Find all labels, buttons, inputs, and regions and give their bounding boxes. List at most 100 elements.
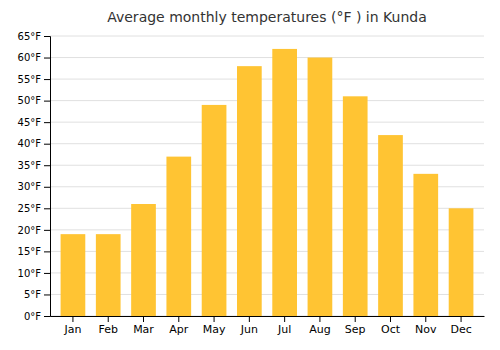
- y-tick-mark: [44, 294, 50, 295]
- y-tick-mark: [44, 208, 50, 209]
- y-tick-label: 35°F: [18, 160, 42, 171]
- x-tick: Jul: [277, 316, 291, 336]
- plot-area: [61, 49, 474, 316]
- x-tick: Oct: [381, 316, 401, 336]
- x-tick: Aug: [309, 316, 330, 336]
- x-tick-mark: [319, 316, 320, 322]
- bar: [449, 208, 474, 316]
- x-tick-label: Feb: [98, 323, 117, 336]
- y-axis-line: [44, 37, 51, 317]
- y-tick-mark: [44, 101, 50, 102]
- grid-line: [50, 100, 484, 101]
- y-tick-mark: [44, 144, 50, 145]
- x-tick: Apr: [169, 316, 189, 336]
- y-tick-label: 25°F: [18, 203, 42, 214]
- bar: [378, 135, 403, 316]
- x-tick: Jan: [63, 316, 81, 336]
- x-tick: Feb: [98, 316, 117, 336]
- x-tick-mark: [461, 316, 462, 322]
- grid-line: [50, 36, 484, 37]
- grid-line: [50, 143, 484, 144]
- y-tick-label: 55°F: [18, 74, 42, 85]
- y-tick-label: 50°F: [18, 95, 42, 106]
- y-tick-mark: [44, 58, 50, 59]
- x-tick-label: Jul: [277, 323, 291, 336]
- bar: [343, 96, 368, 316]
- x-tick-mark: [390, 316, 391, 322]
- x-axis: Jan Feb Mar Apr May Jun Jul Aug Sep Oct Nov Dec: [51, 316, 485, 336]
- y-tick: 30°F: [18, 181, 50, 192]
- bar: [61, 234, 86, 316]
- x-tick-mark: [72, 316, 73, 322]
- title: Average monthly temperatures (°F ) in Ku…: [107, 9, 427, 25]
- y-tick: 25°F: [18, 203, 50, 214]
- y-tick-label: 15°F: [18, 246, 42, 257]
- y-tick-mark: [44, 122, 50, 123]
- chart-svg: Jan Feb Mar Apr May Jun Jul Aug Sep Oct Nov Dec 0°F 5…: [0, 0, 500, 350]
- y-tick-label: 5°F: [24, 289, 41, 300]
- bar: [413, 174, 438, 316]
- x-tick: May: [203, 316, 226, 336]
- y-tick: 45°F: [18, 117, 50, 128]
- y-tick: 5°F: [24, 289, 50, 300]
- y-tick-mark: [44, 316, 50, 317]
- grid-line: [50, 79, 484, 80]
- y-tick: 35°F: [18, 160, 50, 171]
- x-tick-label: Jun: [240, 323, 258, 336]
- y-tick-mark: [44, 165, 50, 166]
- y-tick-label: 60°F: [18, 52, 42, 63]
- y-tick: 0°F: [24, 311, 50, 322]
- x-tick-label: Mar: [133, 323, 154, 336]
- bar: [166, 157, 191, 316]
- x-tick: Jun: [240, 316, 258, 336]
- y-tick-label: 20°F: [18, 225, 42, 236]
- y-tick-label: 65°F: [18, 31, 42, 42]
- x-axis-line: [51, 316, 485, 317]
- grid-line: [50, 165, 484, 166]
- grid: [50, 36, 484, 316]
- bar: [131, 204, 156, 316]
- y-tick: 60°F: [18, 52, 50, 63]
- y-tick-label: 30°F: [18, 181, 42, 192]
- bar: [237, 66, 262, 316]
- x-tick-label: Aug: [309, 323, 330, 336]
- y-tick: 10°F: [18, 268, 50, 279]
- y-tick: 55°F: [18, 74, 50, 85]
- x-tick-mark: [178, 316, 179, 322]
- x-tick-label: Nov: [415, 323, 437, 336]
- y-tick-mark: [44, 273, 50, 274]
- bar: [96, 234, 121, 316]
- grid-line: [50, 122, 484, 123]
- y-tick: 15°F: [18, 246, 50, 257]
- x-tick-mark: [108, 316, 109, 322]
- y-tick-mark: [44, 79, 50, 80]
- y-tick-label: 40°F: [18, 138, 42, 149]
- y-tick-label: 10°F: [18, 268, 42, 279]
- y-tick-mark: [44, 251, 50, 252]
- y-axis: 0°F 5°F 10°F 15°F 20°F 25°F 30°F 35°F 40°F 45°F 50…: [18, 31, 51, 322]
- x-tick: Mar: [133, 316, 154, 336]
- x-tick: Nov: [415, 316, 437, 336]
- x-tick-label: Oct: [381, 323, 401, 336]
- x-tick-mark: [425, 316, 426, 322]
- x-tick-mark: [249, 316, 250, 322]
- x-tick: Sep: [345, 316, 366, 336]
- bar: [272, 49, 297, 316]
- x-tick-label: Dec: [450, 323, 471, 336]
- x-tick: Dec: [450, 316, 471, 336]
- y-tick-mark: [44, 36, 50, 37]
- x-tick-label: May: [203, 323, 226, 336]
- y-tick-mark: [44, 230, 50, 231]
- y-tick-label: 45°F: [18, 117, 42, 128]
- chart-container: Jan Feb Mar Apr May Jun Jul Aug Sep Oct Nov Dec 0°F 5…: [0, 0, 500, 350]
- y-tick: 20°F: [18, 225, 50, 236]
- x-tick-label: Jan: [63, 323, 81, 336]
- y-tick: 50°F: [18, 95, 50, 106]
- y-tick-mark: [44, 187, 50, 188]
- x-tick-mark: [143, 316, 144, 322]
- grid-line: [50, 57, 484, 58]
- y-tick-label: 0°F: [24, 311, 41, 322]
- bar: [308, 58, 333, 316]
- x-tick-label: Sep: [345, 323, 366, 336]
- y-tick: 40°F: [18, 138, 50, 149]
